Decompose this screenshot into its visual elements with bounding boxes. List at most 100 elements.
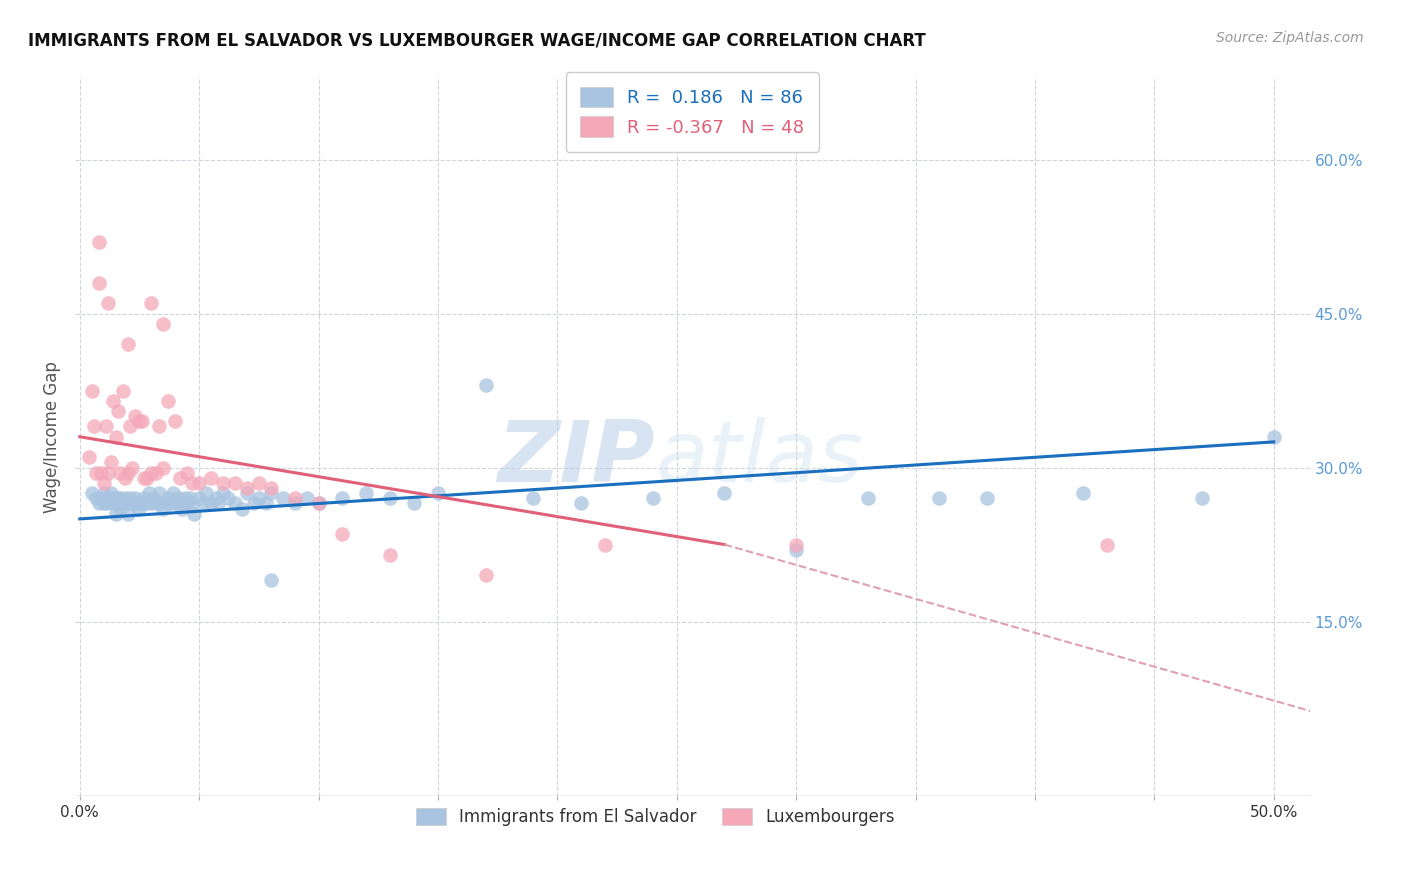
Point [103, 491, 125, 506]
Point [117, 466, 139, 480]
Point [356, 486, 378, 500]
Point [308, 496, 330, 510]
Point [308, 496, 330, 510]
Point [107, 496, 129, 510]
Point [135, 471, 157, 485]
Point [97, 296, 120, 310]
Point [107, 404, 129, 418]
Point [169, 496, 191, 510]
Point [181, 496, 204, 510]
Point [1191, 491, 1213, 506]
Point [332, 527, 354, 541]
Point [93, 475, 115, 490]
Point [522, 491, 544, 506]
Point [124, 491, 146, 506]
Point [131, 496, 153, 510]
Point [94, 419, 117, 434]
Point [152, 460, 174, 475]
Point [121, 496, 143, 510]
Point [224, 475, 246, 490]
Point [169, 471, 191, 485]
Point [118, 491, 141, 506]
Point [212, 475, 235, 490]
Point [785, 537, 807, 551]
Point [104, 430, 127, 444]
Point [165, 496, 187, 510]
Point [117, 496, 139, 510]
Point [93, 486, 115, 500]
Point [179, 491, 201, 506]
Legend: Immigrants from El Salvador, Luxembourgers: Immigrants from El Salvador, Luxembourge… [408, 799, 903, 835]
Point [94, 496, 117, 510]
Point [100, 455, 122, 469]
Point [124, 409, 146, 424]
Point [231, 501, 253, 516]
Point [928, 491, 950, 506]
Point [1263, 430, 1285, 444]
Point [593, 537, 616, 551]
Point [148, 419, 170, 434]
Point [380, 548, 402, 562]
Point [134, 471, 156, 485]
Text: atlas: atlas [655, 417, 863, 500]
Point [212, 486, 235, 500]
Point [856, 491, 879, 506]
Point [80, 384, 103, 398]
Point [138, 486, 160, 500]
Point [976, 491, 998, 506]
Point [188, 491, 211, 506]
Point [110, 501, 132, 516]
Point [86, 491, 108, 506]
Point [155, 496, 177, 510]
Point [97, 491, 120, 506]
Point [103, 393, 125, 408]
Point [87, 496, 110, 510]
Point [474, 568, 496, 582]
Point [200, 471, 222, 485]
Point [173, 491, 195, 506]
Point [145, 496, 167, 510]
Point [176, 496, 198, 510]
Point [80, 486, 103, 500]
Point [162, 486, 184, 500]
Point [195, 486, 218, 500]
Point [165, 414, 187, 428]
Point [111, 384, 134, 398]
Point [83, 419, 105, 434]
Point [141, 296, 163, 310]
Point [404, 496, 426, 510]
Point [131, 414, 153, 428]
Point [260, 574, 283, 588]
Point [217, 491, 239, 506]
Point [224, 496, 246, 510]
Point [79, 450, 101, 465]
Point [474, 378, 496, 392]
Point [236, 486, 259, 500]
Point [247, 491, 270, 506]
Point [87, 276, 110, 290]
Point [100, 486, 122, 500]
Point [141, 466, 163, 480]
Point [295, 491, 318, 506]
Point [104, 496, 127, 510]
Point [569, 496, 592, 510]
Point [200, 496, 222, 510]
Point [107, 491, 129, 506]
Point [145, 466, 167, 480]
Point [90, 491, 112, 506]
Point [100, 496, 122, 510]
Point [260, 486, 283, 500]
Point [188, 475, 211, 490]
Point [1095, 537, 1118, 551]
Point [243, 496, 266, 510]
Point [93, 496, 115, 510]
Point [114, 491, 136, 506]
Point [114, 471, 136, 485]
Point [181, 475, 204, 490]
Point [90, 466, 112, 480]
Point [1071, 486, 1094, 500]
Text: IMMIGRANTS FROM EL SALVADOR VS LUXEMBOURGER WAGE/INCOME GAP CORRELATION CHART: IMMIGRANTS FROM EL SALVADOR VS LUXEMBOUR… [28, 31, 927, 49]
Point [271, 491, 294, 506]
Point [284, 491, 307, 506]
Point [152, 317, 174, 331]
